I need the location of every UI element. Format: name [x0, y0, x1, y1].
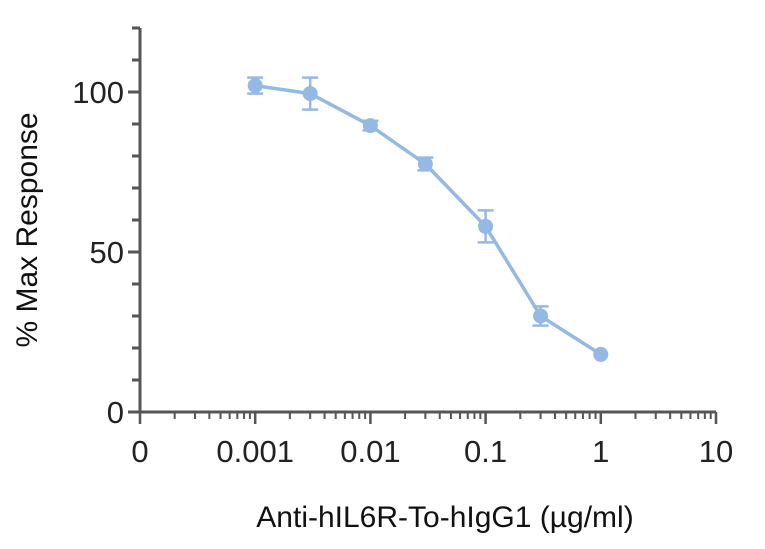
- series-line: [254, 83, 602, 356]
- x-tick-label: 0.001: [216, 434, 294, 469]
- data-point: [247, 78, 263, 94]
- data-point: [362, 118, 378, 134]
- y-tick-label: 50: [90, 235, 124, 270]
- y-tick-label: 0: [107, 395, 124, 430]
- data-point: [417, 156, 433, 172]
- data-point: [593, 346, 609, 362]
- data-point: [302, 86, 318, 102]
- x-tick-label: 0.1: [464, 434, 507, 469]
- series: [247, 76, 609, 362]
- x-tick-label: 10: [699, 434, 733, 469]
- data-point: [478, 218, 494, 234]
- data-point: [533, 308, 549, 324]
- x-tick-label: 1: [592, 434, 609, 469]
- x-tick-label: 0: [131, 434, 148, 469]
- axes: 0 50 100 0 0.001 0.01 0.1 1 10: [72, 26, 733, 469]
- y-tick-label: 100: [72, 75, 124, 110]
- y-axis-title: % Max Response: [11, 112, 44, 347]
- x-axis-title: Anti-hIL6R-To-hIgG1 (µg/ml): [256, 501, 633, 534]
- x-tick-label: 0.01: [340, 434, 400, 469]
